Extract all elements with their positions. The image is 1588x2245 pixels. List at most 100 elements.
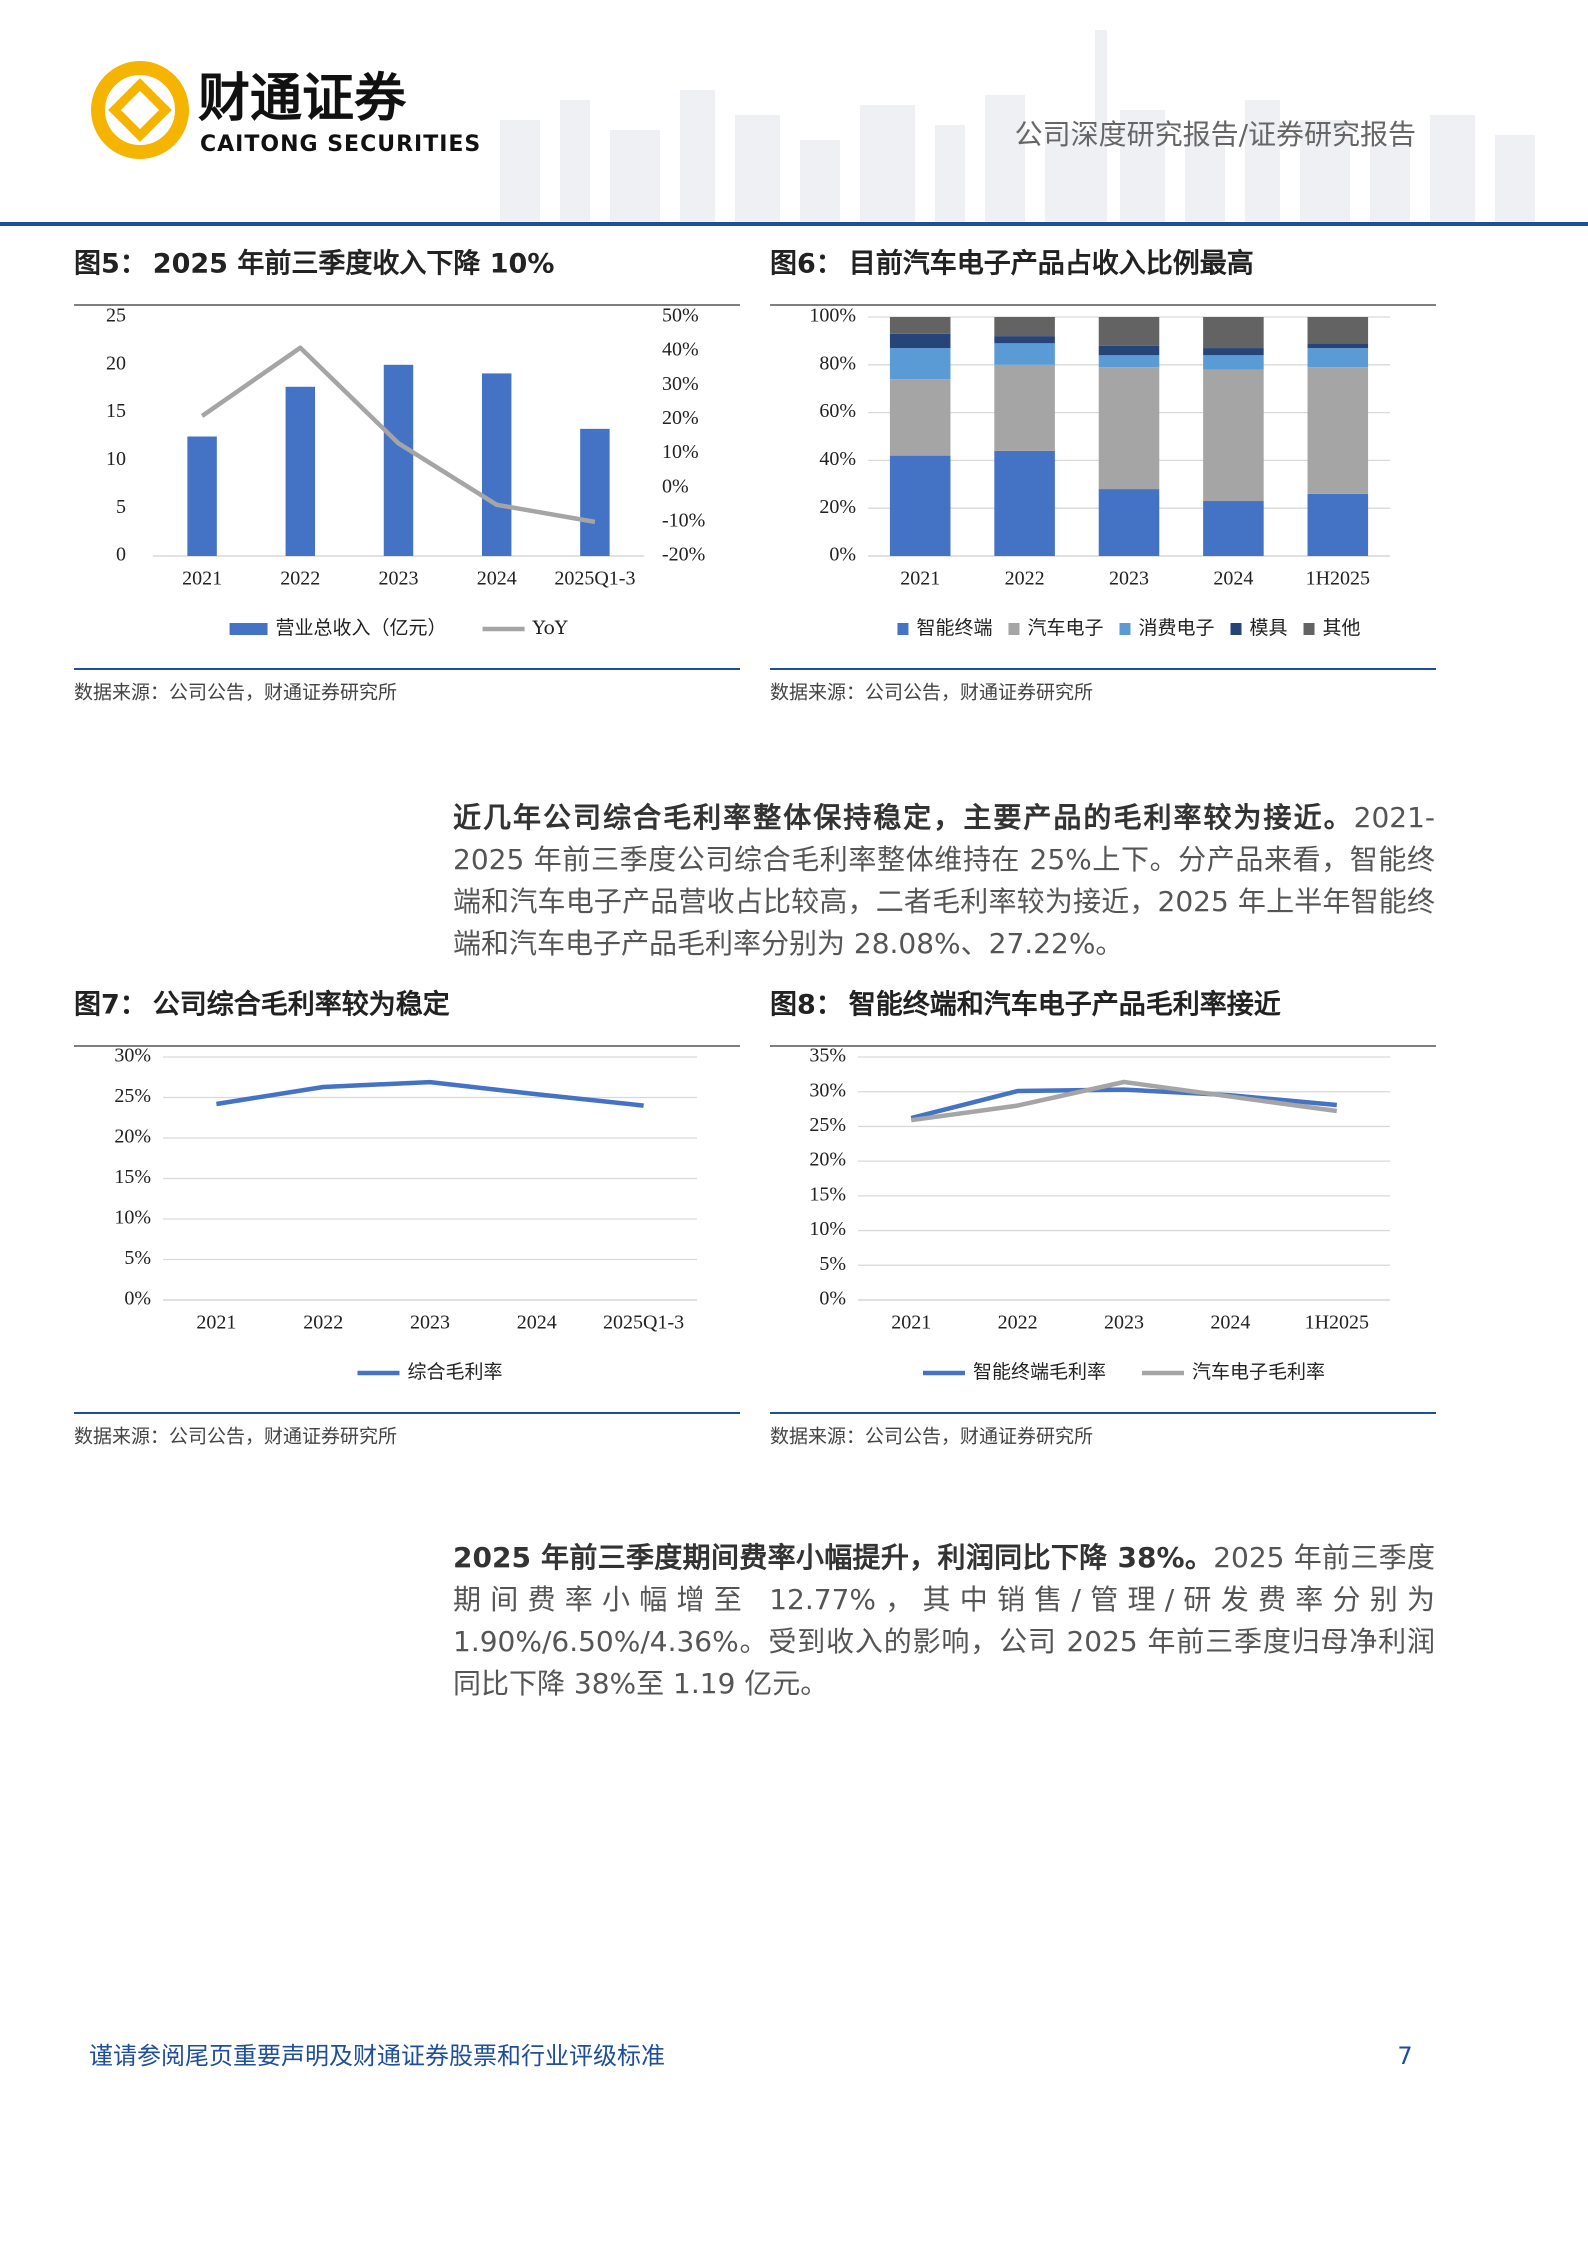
y-tick-label: 15% (114, 1166, 151, 1188)
y-tick-label: 30% (114, 1045, 151, 1067)
legend: 营业总收入（亿元） YoY (229, 617, 568, 639)
bar-segment (889, 317, 951, 334)
bar-segment (889, 333, 951, 349)
legend-label: 消费电子 (1138, 617, 1214, 639)
legend: 智能终端毛利率 汽车电子毛利率 (922, 1361, 1325, 1383)
x-tick-label: 2023 (1104, 1312, 1144, 1334)
bar-segment (1098, 367, 1160, 490)
y-tick-label: 20% (809, 1149, 846, 1171)
y2-tick-label: 30% (662, 373, 699, 395)
y-tick-label: 10% (809, 1218, 846, 1240)
bar-segment (994, 450, 1055, 556)
paragraph-lead: 近几年公司综合毛利率整体保持稳定，主要产品的毛利率较为接近。 (453, 801, 1354, 834)
figure-source: 数据来源：公司公告，财通证券研究所 (770, 682, 1093, 704)
legend-label: 汽车电子毛利率 (1192, 1361, 1325, 1383)
y-tick-label: 40% (819, 448, 856, 470)
x-tick-label: 2023 (1109, 568, 1149, 590)
logo-cn: 财通证券 (198, 69, 407, 129)
legend-label: 模具 (1250, 617, 1288, 639)
y-tick-label: 60% (819, 400, 856, 422)
figure-label: 图5： (74, 249, 147, 280)
y-tick-label: 35% (809, 1045, 846, 1067)
figure-title: 智能终端和汽车电子产品毛利率接近 (849, 989, 1281, 1021)
bar-segment (1307, 317, 1369, 344)
x-tick-label: 2023 (410, 1312, 450, 1334)
bar-segment (994, 317, 1055, 337)
y-tick-label: 25% (809, 1114, 846, 1136)
bar (285, 386, 316, 556)
paragraph-text: 2025 年前三季度期间费率小幅增至 12.77%，其中销售/管理/研发费率分别… (453, 1541, 1435, 1700)
figure-source: 数据来源：公司公告，财通证券研究所 (770, 1426, 1093, 1448)
bar-segment (1203, 348, 1264, 356)
logo-en: CAITONG SECURITIES (200, 132, 481, 157)
paragraph-text: 2021-2025 年前三季度公司综合毛利率整体维持在 25%上下。分产品来看，… (453, 801, 1435, 960)
x-tick-label: 1H2025 (1306, 568, 1370, 590)
legend-marker (1230, 623, 1242, 635)
figure-label: 图7： (74, 990, 147, 1021)
report-type: 公司深度研究报告/证券研究报告 (1015, 118, 1416, 151)
x-tick-label: 2022 (1005, 568, 1045, 590)
y-tick-label: 25 (106, 305, 126, 327)
y-tick-label: 5 (116, 496, 126, 518)
bar-segment (1098, 489, 1160, 556)
line-series (200, 345, 596, 525)
bar-segment (1203, 369, 1264, 502)
bar-segment (1203, 317, 1264, 349)
legend-label: 营业总收入（亿元） (276, 617, 447, 639)
x-tick-label: 2021 (196, 1312, 236, 1334)
y-tick-label: 0% (819, 1288, 846, 1310)
bar-segment (889, 455, 951, 556)
legend-marker (897, 623, 909, 635)
bar (187, 436, 217, 556)
y-tick-label: 20% (114, 1126, 151, 1148)
y2-tick-label: 10% (662, 441, 699, 463)
y-tick-label: 15% (809, 1183, 846, 1205)
y-tick-label: 15 (106, 400, 126, 422)
footer-disclaimer: 谨请参阅尾页重要声明及财通证券股票和行业评级标准 (89, 2042, 665, 2070)
bar-segment (1098, 317, 1160, 346)
bar-segment (1098, 355, 1160, 368)
y-tick-label: 80% (819, 352, 856, 374)
x-tick-label: 2021 (900, 568, 940, 590)
page-number: 7 (1397, 2042, 1412, 2070)
legend-label: 其他 (1323, 617, 1361, 639)
skyline (500, 30, 1535, 225)
line-series (910, 1087, 1338, 1121)
bar-segment (994, 364, 1055, 451)
bar (580, 428, 610, 556)
x-tick-label: 2024 (517, 1312, 557, 1334)
x-tick-label: 2024 (1213, 568, 1253, 590)
x-tick-label: 2022 (280, 568, 320, 590)
legend: 智能终端 汽车电子 消费电子 模具 其他 (897, 617, 1361, 639)
x-tick-label: 2025Q1-3 (603, 1312, 684, 1334)
bar-segment (1307, 367, 1369, 494)
y2-tick-label: 40% (662, 339, 699, 361)
y2-tick-label: 20% (662, 407, 699, 429)
logo-icon (91, 61, 189, 159)
bar-segment (1203, 355, 1264, 370)
figure-title: 2025 年前三季度收入下降 10% (153, 248, 555, 280)
figure-label: 图8： (770, 990, 843, 1021)
y-tick-label: 5% (819, 1253, 846, 1275)
y2-tick-label: -20% (662, 544, 705, 566)
bar-segment (994, 343, 1055, 365)
x-tick-label: 2024 (477, 568, 517, 590)
header-rule (0, 222, 1588, 226)
legend-label: 智能终端毛利率 (973, 1361, 1106, 1383)
x-tick-label: 2021 (891, 1312, 931, 1334)
line-series (216, 1079, 644, 1108)
y-tick-label: 5% (124, 1247, 151, 1269)
y-tick-label: 20% (819, 496, 856, 518)
x-tick-label: 2022 (303, 1312, 343, 1334)
bar (481, 373, 512, 556)
x-tick-label: 2025Q1-3 (554, 568, 635, 590)
figure-source: 数据来源：公司公告，财通证券研究所 (74, 682, 397, 704)
x-tick-label: 2023 (379, 568, 419, 590)
bar-segment (1307, 493, 1369, 556)
y2-tick-label: -10% (662, 509, 705, 531)
figure-title: 目前汽车电子产品占收入比例最高 (849, 248, 1254, 280)
legend-label: 智能终端 (916, 617, 992, 639)
y2-tick-label: 50% (662, 305, 699, 327)
